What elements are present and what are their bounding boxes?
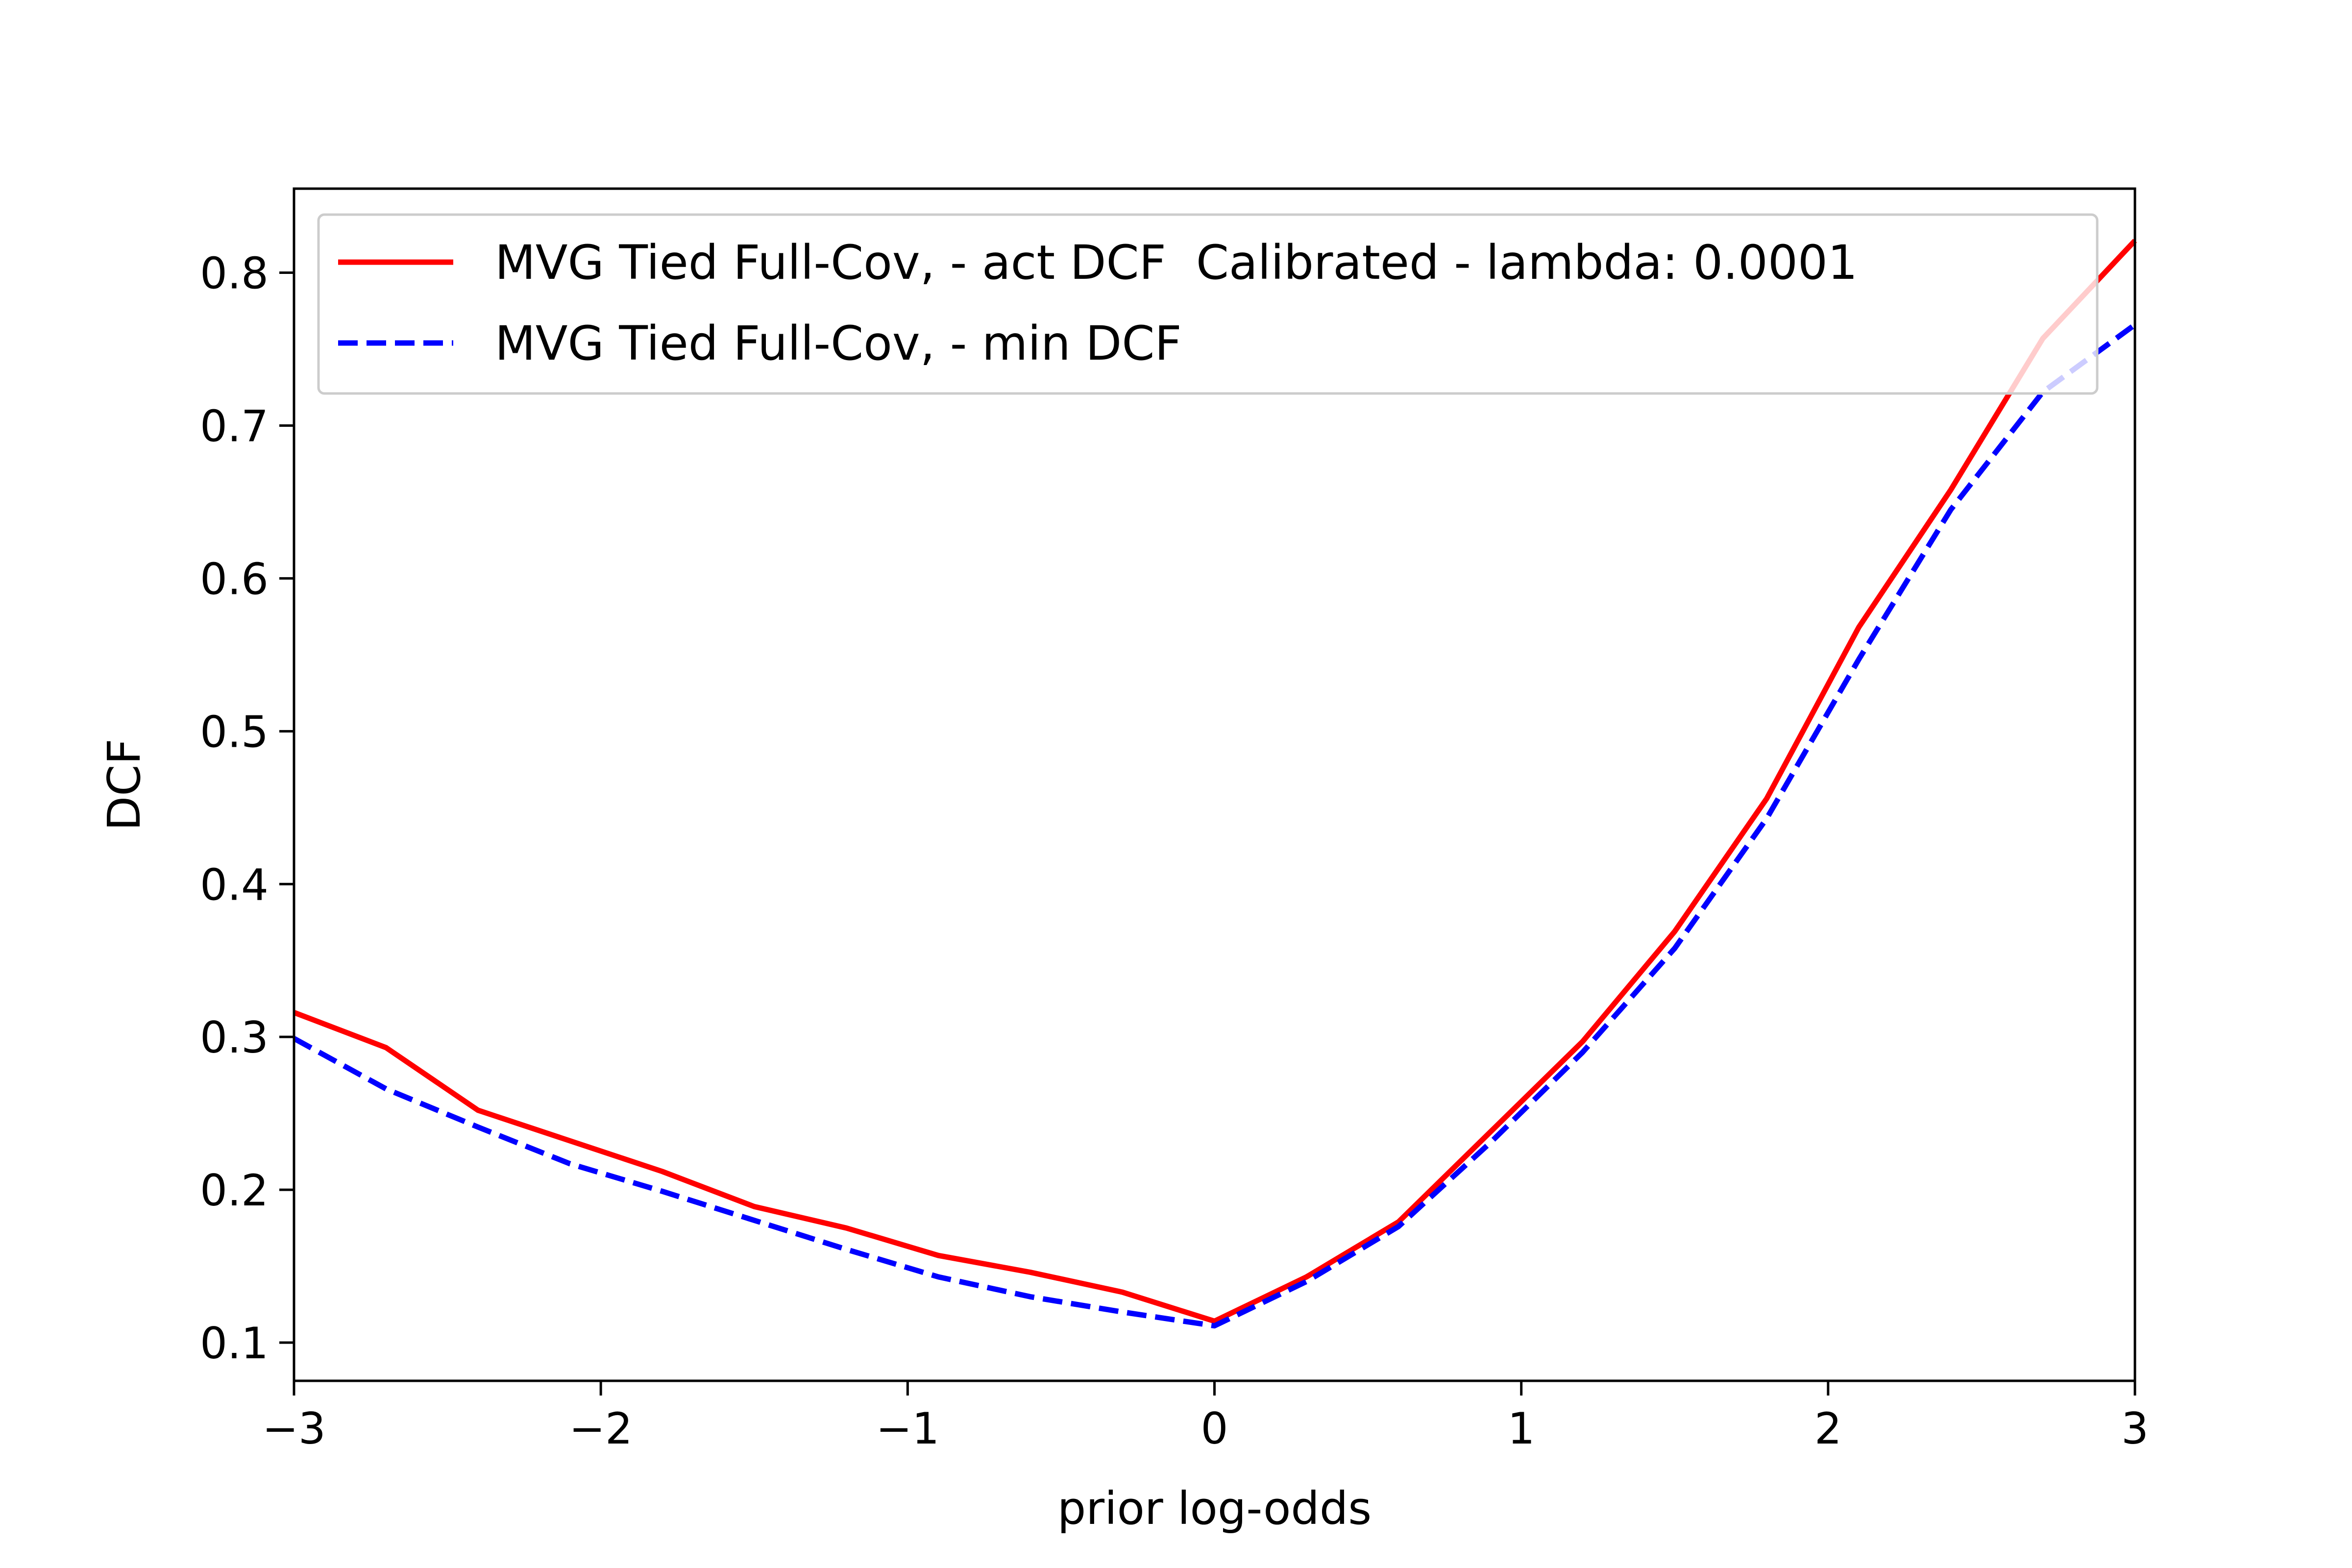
y-tick-label: 0.5 <box>200 707 269 757</box>
legend: MVG Tied Full-Cov, - act DCF Calibrated … <box>317 213 2099 395</box>
y-axis-label: DCF <box>98 739 150 831</box>
legend-box <box>317 213 2099 395</box>
legend-entry-act-dcf: MVG Tied Full-Cov, - act DCF Calibrated … <box>495 235 1858 290</box>
x-tick-label: 2 <box>1814 1403 1842 1454</box>
y-tick-label: 0.6 <box>200 554 269 604</box>
x-tick-label: 1 <box>1508 1403 1535 1454</box>
series-line-0 <box>293 239 2137 1324</box>
y-tick-label: 0.3 <box>200 1012 269 1063</box>
y-axis-ticks: 0.1 0.2 0.3 0.4 0.5 0.6 0.7 0.8 <box>200 248 294 1369</box>
y-tick-label: 0.8 <box>200 248 269 299</box>
x-tick-label: −1 <box>876 1403 939 1454</box>
x-axis-ticks: −3 −2 −1 0 1 2 3 <box>262 1381 2149 1454</box>
y-tick-label: 0.7 <box>200 401 269 451</box>
y-tick-label: 0.1 <box>200 1318 269 1369</box>
x-tick-label: 3 <box>2121 1403 2149 1454</box>
x-tick-label: −3 <box>262 1403 326 1454</box>
y-tick-label: 0.2 <box>200 1165 269 1216</box>
series-line-1 <box>293 322 2137 1329</box>
legend-entry-min-dcf: MVG Tied Full-Cov, - min DCF <box>495 316 1182 371</box>
x-axis-label: prior log-odds <box>1057 1482 1372 1535</box>
x-tick-label: −2 <box>569 1403 633 1454</box>
x-tick-label: 0 <box>1201 1403 1228 1454</box>
y-tick-label: 0.4 <box>200 859 269 910</box>
series-layer <box>293 239 2137 1329</box>
